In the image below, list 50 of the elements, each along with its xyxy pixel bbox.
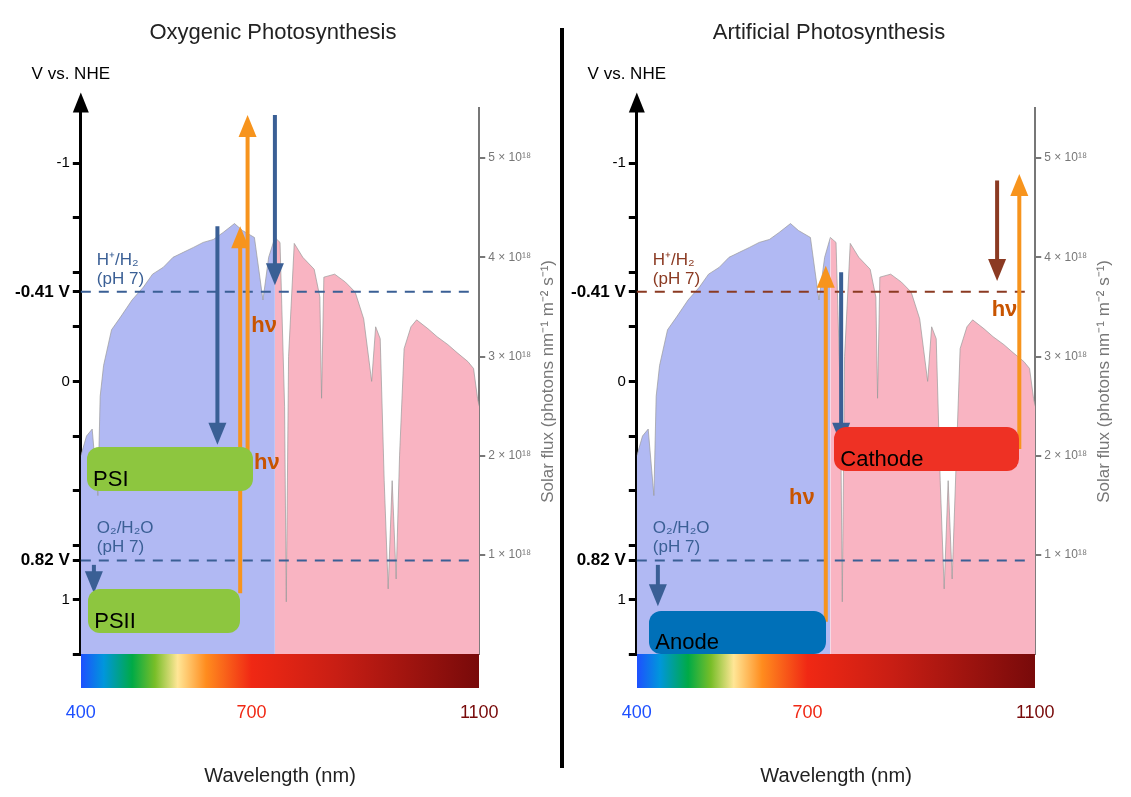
ref-line-label: O₂/H₂O (pH 7) xyxy=(96,518,154,557)
rounded-box: Anode xyxy=(649,610,826,655)
ref-line-label: H⁺/H₂ (pH 7) xyxy=(96,249,145,288)
y-tick-label: -0.41 V xyxy=(571,281,627,301)
x-tick-label: 400 xyxy=(621,702,652,723)
y-axis-title: V vs. NHE xyxy=(31,63,111,83)
ref-line-label: O₂/H₂O (pH 7) xyxy=(652,518,710,557)
annotation: hν xyxy=(789,484,815,511)
y2-tick-label: 2 × 10¹⁸ xyxy=(1044,448,1088,463)
x-tick-label: 700 xyxy=(792,702,823,723)
y2-tick-label: 2 × 10¹⁸ xyxy=(488,448,532,463)
y2-tick-label: 1 × 10¹⁸ xyxy=(488,547,532,562)
y2-tick-label: 5 × 10¹⁸ xyxy=(488,150,532,165)
y2-tick-label: 3 × 10¹⁸ xyxy=(1044,348,1088,363)
ref-line-label: H⁺/H₂ (pH 7) xyxy=(652,249,701,288)
y-tick-label: 0.82 V xyxy=(576,550,627,570)
y-tick-label: 0 xyxy=(61,371,70,389)
y-tick-label: -0.41 V xyxy=(15,281,71,301)
annotation: hν xyxy=(254,449,280,476)
x-tick-label: 400 xyxy=(65,702,96,723)
x-axis-title: Wavelength (nm) xyxy=(204,763,356,786)
y2-axis-title: Solar flux (photons nm⁻¹ m⁻² s⁻¹) xyxy=(1093,259,1113,503)
x-tick-label: 1100 xyxy=(1015,702,1055,723)
y2-axis-title: Solar flux (photons nm⁻¹ m⁻² s⁻¹) xyxy=(537,259,557,503)
annotation: hν xyxy=(991,296,1018,323)
y2-tick-label: 5 × 10¹⁸ xyxy=(1044,150,1088,165)
y-tick-label: 0.82 V xyxy=(20,550,71,570)
y-tick-label: -1 xyxy=(56,153,70,171)
annotation: PSI xyxy=(93,465,129,491)
y-tick-label: 1 xyxy=(617,589,626,607)
y2-tick-label: 4 × 10¹⁸ xyxy=(488,249,532,264)
y-axis-title: V vs. NHE xyxy=(587,63,667,83)
annotation: Anode xyxy=(655,629,719,655)
annotation: hν xyxy=(251,311,277,338)
y-tick-label: 1 xyxy=(61,589,70,607)
x-tick-label: 1100 xyxy=(459,702,499,723)
chart-title: Artificial Photosynthesis xyxy=(712,19,946,45)
annotation: Cathode xyxy=(840,445,924,471)
rounded-box: PSII xyxy=(88,588,241,633)
rounded-box: PSI xyxy=(87,446,253,491)
y-tick-label: -1 xyxy=(612,153,626,171)
y-tick-label: 0 xyxy=(617,371,626,389)
x-tick-label: 700 xyxy=(236,702,267,723)
annotation: PSII xyxy=(94,607,136,633)
rounded-box: Cathode xyxy=(834,427,1020,471)
chart-title: Oxygenic Photosynthesis xyxy=(149,19,397,45)
y2-tick-label: 1 × 10¹⁸ xyxy=(1044,547,1088,562)
y2-tick-label: 4 × 10¹⁸ xyxy=(1044,249,1088,264)
x-axis-title: Wavelength (nm) xyxy=(760,763,912,786)
y2-tick-label: 3 × 10¹⁸ xyxy=(488,348,532,363)
